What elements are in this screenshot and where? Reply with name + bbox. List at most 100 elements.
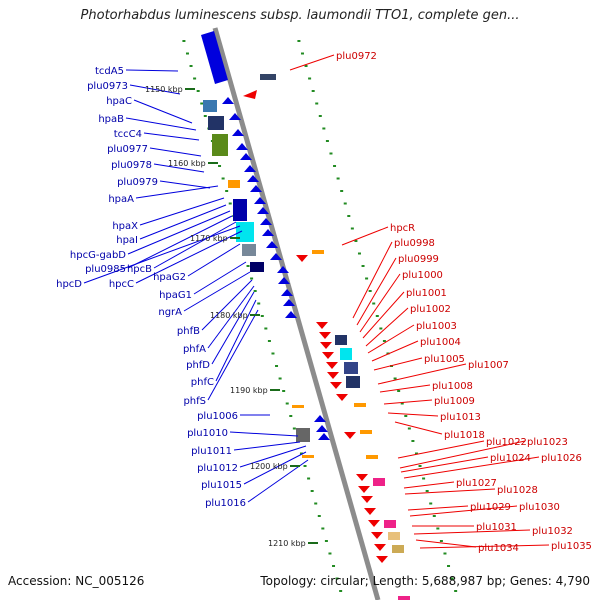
leader-line (356, 257, 397, 326)
tick-mark (333, 165, 337, 167)
tick-mark (300, 52, 304, 55)
left-gene-label: hpaA (108, 194, 134, 205)
tick-mark (414, 452, 418, 455)
right-gene-label: plu1031 (476, 522, 517, 533)
tick-mark (340, 190, 344, 192)
leader-line (135, 185, 219, 199)
right-gene-label: plu1013 (440, 412, 481, 423)
gene-box (203, 100, 217, 112)
leader-line (387, 412, 439, 417)
leader-line (419, 544, 550, 549)
leader-line (127, 215, 233, 269)
left-gene-labels: tcdA5 plu0973 hpaC hpaB tccC4 plu0977 plu0978 p… (56, 66, 246, 509)
tick-mark (443, 552, 447, 555)
right-gene-label: plu1000 (402, 270, 443, 281)
left-gene-label: phfD (186, 360, 210, 371)
forward-gene-arrow (250, 185, 262, 192)
leader-line (207, 285, 255, 349)
leader-line (359, 273, 401, 333)
right-gene-label: plu1002 (410, 304, 451, 315)
tick-mark (447, 565, 451, 567)
left-gene-label: hpcC (109, 279, 134, 290)
leader-line (403, 481, 455, 489)
tick-mark (250, 277, 254, 280)
gene-box (344, 362, 358, 374)
left-gene-label: ngrA (158, 307, 182, 318)
tick-mark (196, 90, 200, 92)
tick-mark (336, 177, 340, 180)
gene-box (228, 180, 240, 188)
tick-mark (425, 490, 429, 492)
leader-line (193, 261, 247, 295)
tick-mark (382, 340, 386, 342)
leader-line (83, 225, 241, 284)
left-gene-label: plu0979 (117, 177, 158, 188)
leader-line (289, 54, 335, 71)
right-gene-label: plu1003 (416, 321, 457, 332)
left-gene-label: hpaB (98, 114, 124, 125)
tick-mark (436, 527, 440, 530)
label-leader-lines (83, 54, 550, 549)
right-gene-label: plu1022 (486, 437, 527, 448)
leader-line (403, 456, 540, 479)
tick-mark (379, 327, 383, 330)
forward-gene-arrow (318, 433, 330, 440)
genome-backbone (212, 27, 381, 600)
tick-mark (308, 77, 312, 80)
tick-mark (315, 102, 319, 105)
reverse-gene-arrow (371, 532, 383, 539)
tick-mark (304, 65, 308, 67)
leader-line (183, 271, 251, 312)
leader-line (341, 226, 389, 246)
tick-mark (264, 327, 268, 330)
tick-mark (246, 265, 250, 267)
reverse-gene-arrow (336, 394, 348, 401)
forward-gene-arrow (262, 229, 274, 236)
forward-gene-arrow (281, 289, 293, 296)
scale-label: 1210 kbp (268, 539, 306, 548)
tick-mark (289, 415, 293, 417)
right-gene-label: plu1005 (424, 354, 465, 365)
tick-mark (350, 227, 354, 230)
leader-line (207, 309, 259, 401)
tick-mark (282, 390, 286, 392)
right-gene-label: plu1009 (434, 396, 475, 407)
gene-box (302, 455, 314, 458)
leader-line (365, 307, 409, 347)
forward-gene-arrow (247, 175, 259, 182)
left-gene-label: plu0978 (111, 160, 152, 171)
gene-box (360, 430, 372, 434)
gene-box (384, 520, 396, 528)
scale-label: 1170 kbp (190, 234, 228, 243)
tick-mark (311, 90, 315, 92)
left-gene-label: phfS (183, 396, 206, 407)
reverse-gene-arrow (356, 474, 368, 481)
reverse-gene-arrow (374, 544, 386, 551)
tick-mark (253, 290, 257, 292)
tick-mark (225, 190, 229, 192)
tick-mark (329, 152, 333, 155)
left-gene-label: plu0977 (107, 144, 148, 155)
leader-line (211, 291, 255, 365)
leader-line (215, 299, 257, 382)
right-gene-label: plu1018 (444, 430, 485, 441)
gene-features (201, 31, 410, 600)
gene-box (296, 428, 310, 442)
right-gene-label: plu0998 (394, 238, 435, 249)
reverse-gene-arrow (322, 352, 334, 359)
left-gene-label: hpaI (116, 235, 138, 246)
forward-gene-arrow (232, 129, 244, 136)
reverse-gene-arrow (364, 508, 376, 515)
scale-label: 1180 kbp (210, 311, 248, 320)
leader-line (243, 451, 307, 485)
leader-line (135, 230, 243, 284)
leader-line (399, 440, 526, 469)
right-gene-label: plu1001 (406, 288, 447, 299)
leader-line (371, 340, 419, 362)
tick-mark (267, 340, 271, 342)
forward-gene-arrow (283, 299, 295, 306)
tick-mark (372, 302, 376, 305)
tick-mark (354, 240, 358, 242)
scale-labels: 1150 kbp 1160 kbp 1170 kbp 1180 kbp 1190 kbp… (145, 85, 318, 548)
